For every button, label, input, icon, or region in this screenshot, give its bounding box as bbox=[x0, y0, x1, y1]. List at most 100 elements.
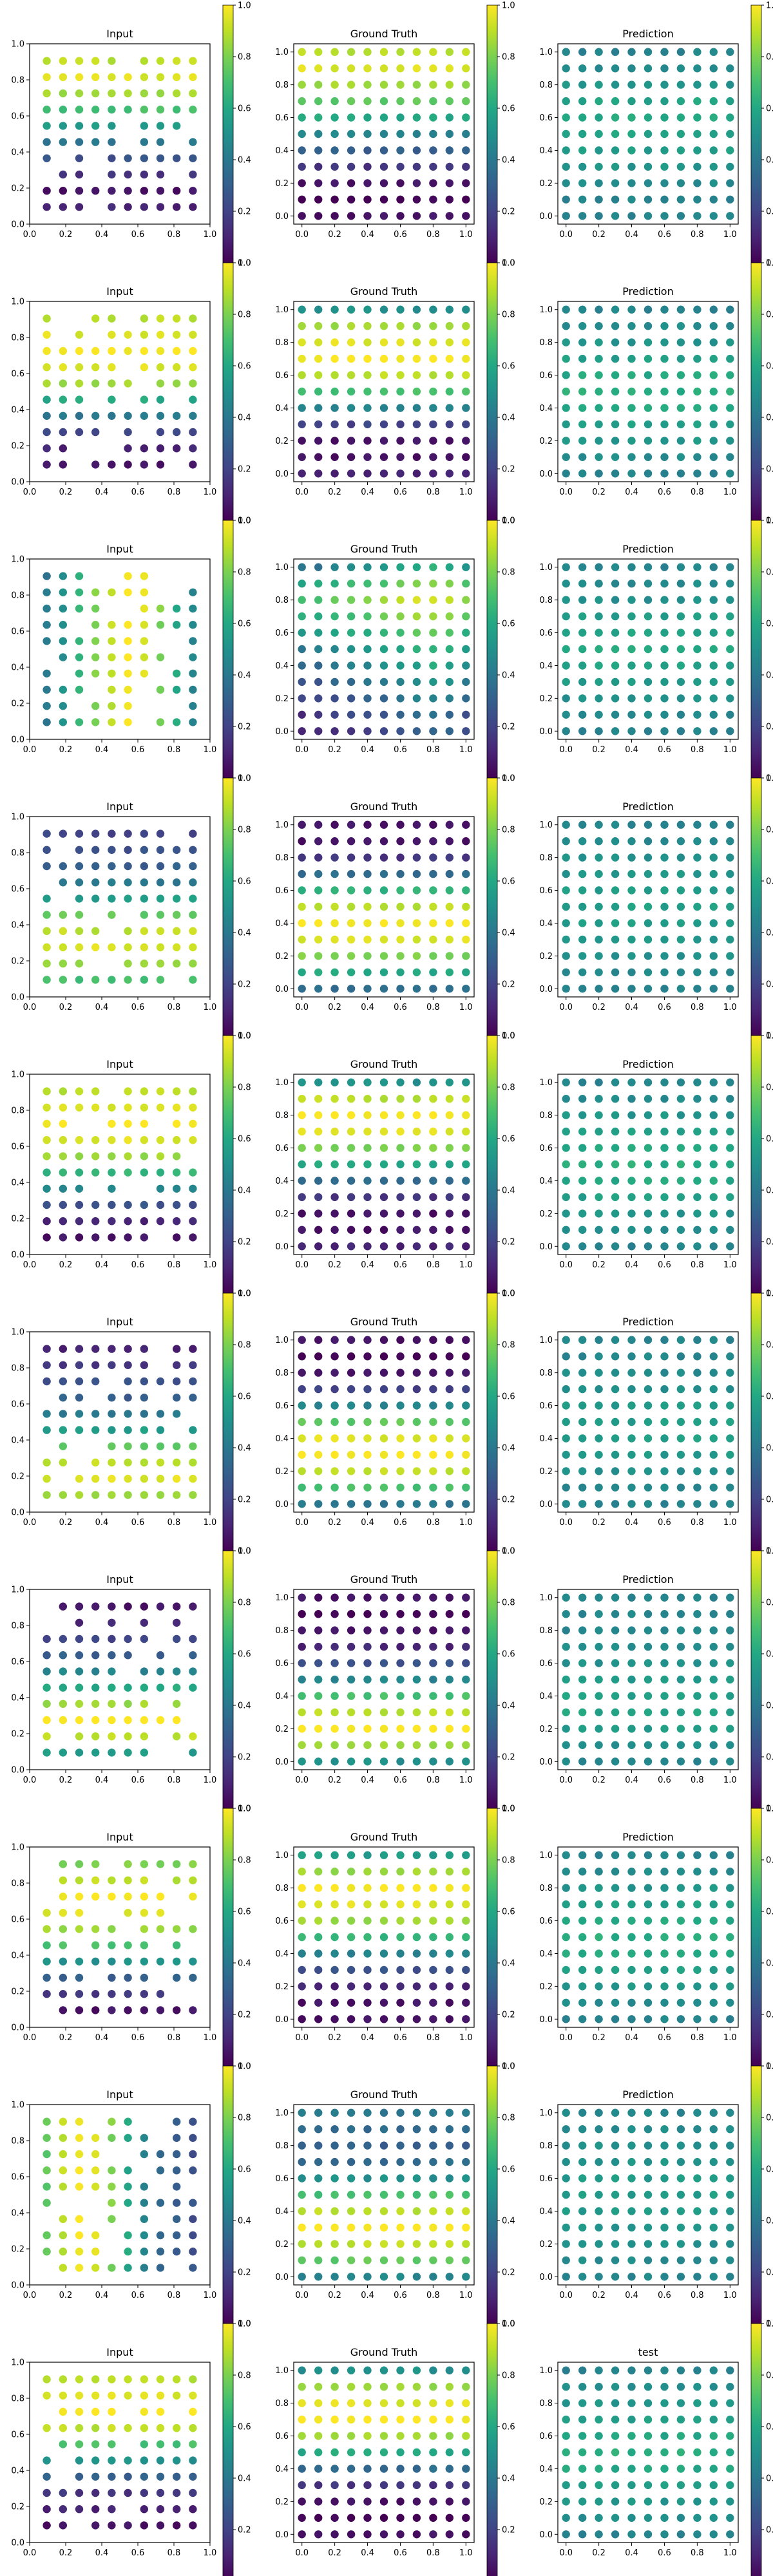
scatter-point bbox=[611, 1933, 620, 1942]
scatter-point bbox=[578, 305, 587, 314]
colorbar-tick-label: 0.0 bbox=[238, 516, 251, 526]
scatter-point bbox=[660, 1900, 669, 1909]
scatter-point bbox=[330, 1352, 339, 1361]
scatter-point bbox=[644, 2223, 653, 2232]
scatter-point bbox=[189, 2006, 197, 2014]
scatter-point bbox=[709, 985, 718, 993]
scatter-point bbox=[693, 1336, 701, 1344]
scatter-point bbox=[412, 129, 421, 138]
scatter-point bbox=[59, 1876, 68, 1884]
scatter-point bbox=[396, 1450, 405, 1459]
scatter-point bbox=[611, 1144, 620, 1152]
scatter-point bbox=[330, 1434, 339, 1443]
scatter-point bbox=[298, 2514, 306, 2522]
scatter-point bbox=[43, 1119, 51, 1128]
scatter-point bbox=[412, 935, 421, 944]
scatter-point bbox=[462, 2015, 470, 2023]
colorbar-tick-label: 1.0 bbox=[502, 1289, 515, 1299]
scatter-point bbox=[627, 1725, 636, 1733]
scatter-point bbox=[91, 1410, 100, 1418]
scatter-point bbox=[578, 727, 587, 735]
scatter-point bbox=[189, 1361, 197, 1369]
y-tick-label: 0.4 bbox=[11, 1436, 24, 1446]
scatter-point bbox=[347, 968, 356, 977]
scatter-point bbox=[462, 1626, 470, 1634]
scatter-point bbox=[379, 935, 388, 944]
scatter-point bbox=[709, 968, 718, 977]
y-tick-label: 0.4 bbox=[11, 406, 24, 415]
scatter-point bbox=[578, 645, 587, 654]
scatter-point bbox=[445, 1982, 453, 1991]
scatter-point bbox=[396, 2530, 405, 2539]
scatter-point bbox=[595, 2015, 603, 2023]
colorbar bbox=[222, 2065, 234, 2324]
scatter-point bbox=[676, 1725, 685, 1733]
scatter-point bbox=[189, 604, 197, 613]
colorbar-tick-label: 0.8 bbox=[766, 1856, 773, 1866]
scatter-point bbox=[124, 1152, 132, 1160]
scatter-point bbox=[379, 1757, 388, 1766]
scatter-point bbox=[298, 387, 306, 396]
scatter-point bbox=[314, 1078, 323, 1086]
scatter-point bbox=[462, 1127, 470, 1136]
scatter-point bbox=[108, 2006, 116, 2014]
scatter-point bbox=[396, 1675, 405, 1684]
scatter-point bbox=[314, 305, 323, 314]
y-tick-label: 0.4 bbox=[11, 2209, 24, 2219]
scatter-point bbox=[429, 694, 437, 703]
scatter-point bbox=[627, 968, 636, 977]
scatter-point bbox=[595, 1385, 603, 1394]
scatter-point bbox=[462, 1467, 470, 1475]
scatter-point bbox=[412, 1368, 421, 1377]
scatter-point bbox=[396, 968, 405, 977]
scatter-point bbox=[140, 2505, 148, 2514]
axes-frame bbox=[557, 558, 739, 740]
scatter-point bbox=[595, 1675, 603, 1684]
scatter-point bbox=[578, 1610, 587, 1618]
scatter-point bbox=[445, 1741, 453, 1749]
scatter-point bbox=[562, 1127, 570, 1136]
y-tick-label: 0.4 bbox=[539, 1692, 553, 1701]
colorbar-tick-label: 0.2 bbox=[766, 2268, 773, 2278]
scatter-point bbox=[693, 710, 701, 719]
scatter-point bbox=[347, 1078, 356, 1086]
scatter-point bbox=[124, 2456, 132, 2465]
scatter-point bbox=[660, 2174, 669, 2183]
colorbar-tick-label: 1.0 bbox=[238, 774, 251, 784]
colorbar-tick-label: 0.0 bbox=[766, 1804, 773, 1814]
scatter-point bbox=[595, 1998, 603, 2007]
scatter-point bbox=[693, 580, 701, 588]
scatter-point bbox=[347, 1998, 356, 2007]
scatter-point bbox=[156, 363, 165, 372]
scatter-point bbox=[578, 694, 587, 703]
scatter-point bbox=[363, 2366, 372, 2374]
scatter-point bbox=[298, 629, 306, 637]
scatter-point bbox=[595, 853, 603, 862]
scatter-point bbox=[595, 1610, 603, 1618]
scatter-point bbox=[578, 677, 587, 687]
scatter-point bbox=[709, 612, 718, 621]
scatter-point bbox=[693, 195, 701, 204]
scatter-point bbox=[59, 1667, 68, 1676]
scatter-point bbox=[611, 952, 620, 960]
scatter-point bbox=[693, 1626, 701, 1634]
scatter-point bbox=[644, 1095, 653, 1103]
scatter-point bbox=[43, 363, 51, 372]
scatter-point bbox=[75, 1168, 84, 1177]
x-tick-label: 1.0 bbox=[459, 2033, 473, 2043]
scatter-point bbox=[330, 952, 339, 960]
scatter-point bbox=[43, 2183, 51, 2191]
scatter-point bbox=[330, 179, 339, 187]
scatter-point bbox=[140, 122, 148, 130]
scatter-point bbox=[59, 1748, 68, 1757]
scatter-point bbox=[429, 437, 437, 445]
scatter-point bbox=[298, 2497, 306, 2506]
scatter-point bbox=[644, 1949, 653, 1958]
scatter-point bbox=[562, 2481, 570, 2490]
scatter-point bbox=[43, 621, 51, 629]
scatter-point bbox=[445, 2223, 453, 2232]
colorbar-tick-label: 0.0 bbox=[238, 1804, 251, 1814]
scatter-point bbox=[140, 846, 148, 855]
scatter-point bbox=[644, 387, 653, 396]
scatter-point bbox=[627, 677, 636, 687]
